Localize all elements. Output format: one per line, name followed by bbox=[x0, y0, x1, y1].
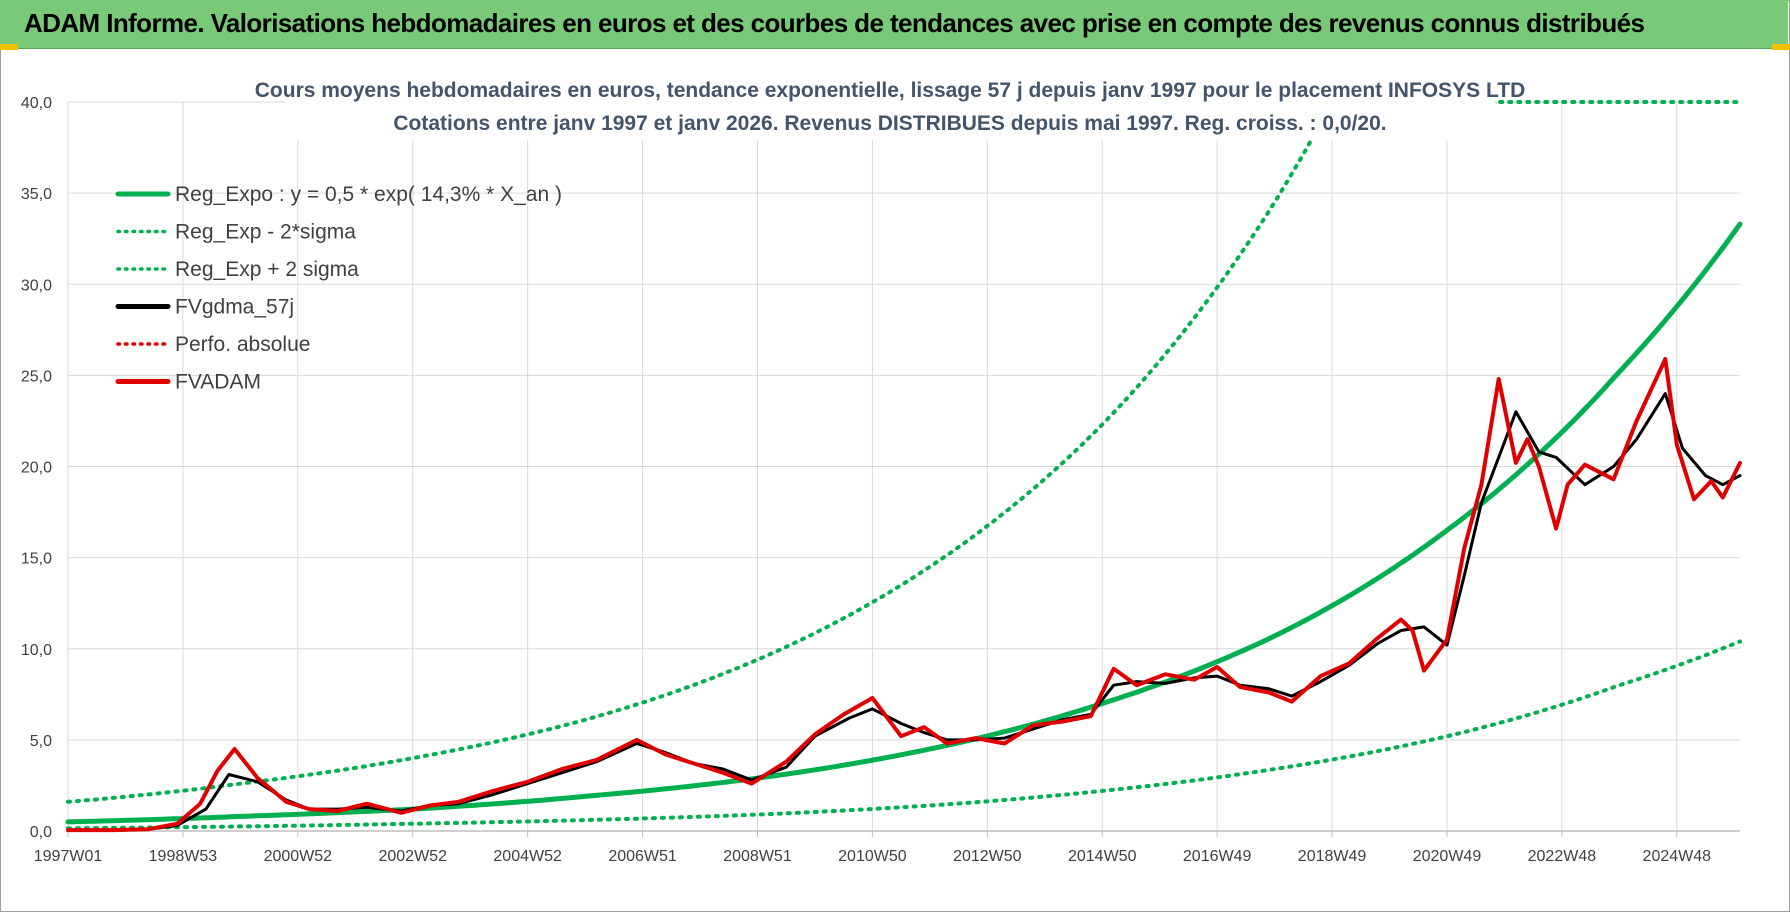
series-layer bbox=[65, 100, 1743, 833]
y-tick-label: 40,0 bbox=[21, 95, 52, 112]
x-tick-label: 2010W50 bbox=[838, 848, 907, 865]
x-tick-label: 2024W48 bbox=[1643, 848, 1712, 865]
chart-title-line-1: Cours moyens hebdomadaires en euros, ten… bbox=[255, 79, 1526, 102]
axes: 0,0 5,0 10,0 15,0 20,0 25,0 30,0 35,0 40,0 1997W0… bbox=[21, 95, 1740, 865]
legend-item-fvadam-label: FVADAM bbox=[175, 371, 261, 394]
grid bbox=[67, 101, 1740, 832]
corner-marker bbox=[1772, 44, 1790, 50]
legend: Reg_Expo : y = 0,5 * exp( 14,3% * X_an )… bbox=[115, 183, 562, 394]
y-tick-label: 25,0 bbox=[21, 368, 52, 385]
lower-band-line bbox=[66, 639, 1742, 831]
legend-item-upper-band-label: Reg_Exp + 2 sigma bbox=[175, 258, 359, 281]
gdma-line bbox=[66, 392, 1742, 832]
x-tick-label: 2004W52 bbox=[493, 848, 562, 865]
x-tick-label: 2020W49 bbox=[1413, 848, 1482, 865]
x-tick-label: 2022W48 bbox=[1528, 848, 1597, 865]
legend-item-perfo-label: Perfo. absolue bbox=[175, 333, 310, 356]
x-tick-label: 2014W50 bbox=[1068, 848, 1137, 865]
legend-item-reg-expo-label: Reg_Expo : y = 0,5 * exp( 14,3% * X_an ) bbox=[175, 183, 562, 206]
chart-title-line-2: Cotations entre janv 1997 et janv 2026. … bbox=[393, 112, 1386, 135]
banner-title: ADAM Informe. Valorisations hebdomadaire… bbox=[24, 8, 1645, 38]
x-tick-label: 2016W49 bbox=[1183, 848, 1252, 865]
x-tick-label: 1997W01 bbox=[34, 848, 103, 865]
y-tick-label: 10,0 bbox=[21, 642, 52, 659]
corner-marker bbox=[0, 44, 18, 50]
y-tick-label: 15,0 bbox=[21, 551, 52, 568]
x-tick-label: 2018W49 bbox=[1298, 848, 1367, 865]
x-tick-label: 2002W52 bbox=[378, 848, 447, 865]
y-tick-label: 30,0 bbox=[21, 277, 52, 294]
x-tick-label: 2000W52 bbox=[264, 848, 333, 865]
title-background bbox=[285, 72, 1495, 140]
header-banner: ADAM Informe. Valorisations hebdomadaire… bbox=[0, 0, 1788, 49]
x-tick-label: 2006W51 bbox=[608, 848, 677, 865]
fvadam-line bbox=[66, 357, 1742, 833]
legend-item-lower-band-label: Reg_Exp - 2*sigma bbox=[175, 221, 356, 244]
regression-line bbox=[65, 221, 1743, 825]
y-tick-label: 0,0 bbox=[30, 824, 52, 841]
y-tick-label: 20,0 bbox=[21, 460, 52, 477]
y-tick-label: 5,0 bbox=[30, 733, 52, 750]
x-tick-label: 1998W53 bbox=[149, 848, 218, 865]
x-tick-label: 2012W50 bbox=[953, 848, 1022, 865]
x-tick-label: 2008W51 bbox=[723, 848, 792, 865]
upper-band-line bbox=[66, 100, 1742, 804]
y-tick-label: 35,0 bbox=[21, 186, 52, 203]
legend-item-gdma-label: FVgdma_57j bbox=[175, 296, 294, 319]
